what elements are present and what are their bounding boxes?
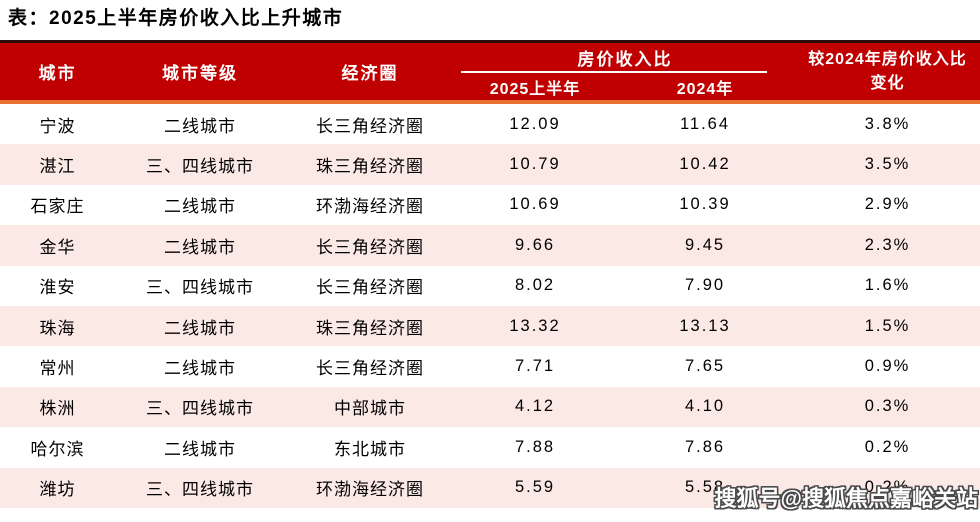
cell-ratio-2024: 11.64: [679, 114, 731, 133]
cell-tier: 二线城市: [164, 116, 236, 136]
table-row: 宁波 二线城市 长三角经济圈 12.09 11.64 3.8%: [0, 104, 980, 145]
cell-change: 0.9%: [864, 357, 911, 376]
cell-tier: 三、四线城市: [146, 399, 254, 419]
col-header-tier: 城市等级: [162, 64, 238, 83]
cell-tier: 二线城市: [164, 237, 236, 257]
table-row: 金华 二线城市 长三角经济圈 9.66 9.45 2.3%: [0, 225, 980, 266]
cell-city: 株洲: [39, 399, 76, 419]
col-header-ratio-group-label: 房价收入比: [577, 50, 673, 69]
page-title: 表：2025上半年房价收入比上升城市: [8, 8, 344, 29]
cell-ratio-2025: 7.71: [514, 357, 556, 376]
table-row: 哈尔滨 二线城市 东北城市 7.88 7.86 0.2%: [0, 427, 980, 468]
col-header-ratio-group: 房价收入比: [455, 43, 795, 73]
cell-change: 0.2%: [864, 478, 911, 497]
cell-ratio-2024: 13.13: [679, 316, 731, 335]
cell-city: 宁波: [39, 116, 76, 136]
cell-ratio-2024: 4.10: [684, 397, 726, 416]
cell-city: 金华: [39, 237, 76, 257]
cell-city: 常州: [39, 359, 76, 379]
cell-change: 0.2%: [864, 437, 911, 456]
cell-ratio-2025: 8.02: [514, 276, 556, 295]
cell-region: 珠三角经济圈: [316, 157, 424, 177]
cell-ratio-2025: 12.09: [509, 114, 561, 133]
cell-ratio-2024: 7.86: [684, 437, 726, 456]
cell-city: 哈尔滨: [30, 439, 85, 459]
table-row: 湛江 三、四线城市 珠三角经济圈 10.79 10.42 3.5%: [0, 144, 980, 185]
cell-ratio-2024: 7.65: [684, 357, 726, 376]
cell-change: 1.5%: [864, 316, 911, 335]
cell-tier: 三、四线城市: [146, 157, 254, 177]
cell-ratio-2024: 10.39: [679, 195, 731, 214]
table-row: 淮安 三、四线城市 长三角经济圈 8.02 7.90 1.6%: [0, 265, 980, 306]
cell-ratio-2025: 10.69: [509, 195, 561, 214]
cell-change: 0.3%: [864, 397, 911, 416]
cell-change: 2.9%: [864, 195, 911, 214]
cell-city: 湛江: [39, 157, 76, 177]
cell-region: 长三角经济圈: [316, 278, 424, 298]
cell-ratio-2025: 4.12: [514, 397, 556, 416]
cell-tier: 二线城市: [164, 439, 236, 459]
cell-city: 潍坊: [39, 480, 76, 500]
cell-change: 3.8%: [864, 114, 911, 133]
table-row: 石家庄 二线城市 环渤海经济圈 10.69 10.39 2.9%: [0, 184, 980, 226]
cell-tier: 三、四线城市: [146, 278, 254, 298]
cell-ratio-2025: 5.59: [514, 478, 556, 497]
cell-tier: 二线城市: [164, 359, 236, 379]
cell-tier: 三、四线城市: [146, 480, 254, 500]
table-row: 株洲 三、四线城市 中部城市 4.12 4.10 0.3%: [0, 386, 980, 428]
cell-city: 淮安: [39, 278, 76, 298]
cell-region: 东北城市: [334, 439, 406, 459]
cell-region: 长三角经济圈: [316, 359, 424, 379]
table-row: 常州 二线城市 长三角经济圈 7.71 7.65 0.9%: [0, 346, 980, 387]
table-header: 城市 城市等级 经济圈 房价收入比 2025上半年 2024年 较2024年房价…: [0, 40, 980, 104]
cell-ratio-2024: 7.90: [684, 276, 726, 295]
cell-region: 长三角经济圈: [316, 237, 424, 257]
cell-ratio-2025: 10.79: [509, 155, 561, 174]
cell-region: 长三角经济圈: [316, 116, 424, 136]
data-table: 城市 城市等级 经济圈 房价收入比 2025上半年 2024年 较2024年房价…: [0, 40, 980, 508]
cell-change: 2.3%: [864, 235, 911, 254]
cell-ratio-2025: 13.32: [509, 316, 561, 335]
cell-region: 中部城市: [334, 399, 406, 419]
cell-region: 环渤海经济圈: [316, 197, 424, 217]
col-header-2024: 2024年: [676, 80, 734, 98]
cell-change: 3.5%: [864, 155, 911, 174]
cell-city: 石家庄: [30, 197, 85, 217]
col-header-2025h1: 2025上半年: [489, 80, 581, 98]
col-header-city: 城市: [38, 64, 77, 83]
table-row: 珠海 二线城市 珠三角经济圈 13.32 13.13 1.5%: [0, 305, 980, 347]
cell-ratio-2025: 7.88: [514, 437, 556, 456]
cell-ratio-2024: 5.58: [684, 478, 726, 497]
cell-change: 1.6%: [864, 276, 911, 295]
cell-ratio-2024: 9.45: [684, 235, 726, 254]
table-body: 宁波 二线城市 长三角经济圈 12.09 11.64 3.8% 湛江 三、四线城…: [0, 104, 980, 508]
cell-ratio-2024: 10.42: [679, 155, 731, 174]
col-header-change: 较2024年房价收入比变化: [808, 51, 967, 92]
cell-city: 珠海: [39, 318, 76, 338]
cell-region: 环渤海经济圈: [316, 480, 424, 500]
col-header-region: 经济圈: [341, 64, 399, 83]
cell-tier: 二线城市: [164, 197, 236, 217]
sohu-watermark: 搜狐号@搜狐焦点嘉峪关站: [714, 486, 978, 511]
cell-tier: 二线城市: [164, 318, 236, 338]
cell-region: 珠三角经济圈: [316, 318, 424, 338]
cell-ratio-2025: 9.66: [514, 235, 556, 254]
table-row: 潍坊 三、四线城市 环渤海经济圈 5.59 5.58 0.2%: [0, 467, 980, 508]
